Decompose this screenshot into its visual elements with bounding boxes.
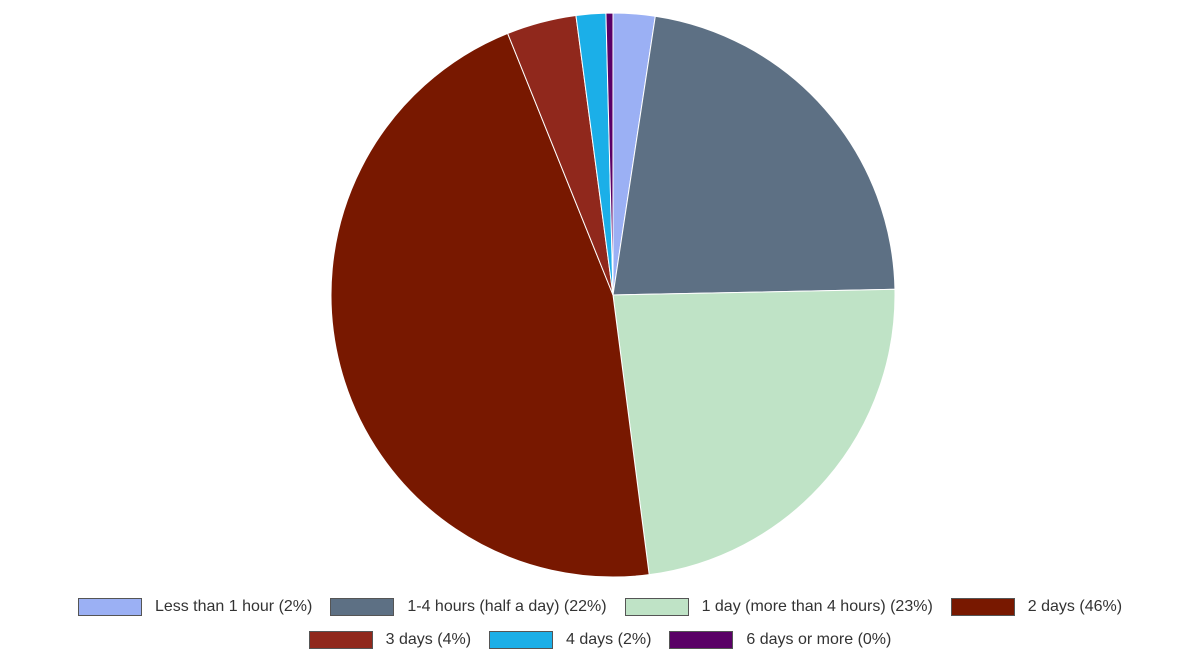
pie-slice bbox=[612, 15, 896, 296]
legend-item-6-days-or-more: 6 days or more (0%) bbox=[669, 631, 891, 649]
legend-row-2: 3 days (4%) 4 days (2%) 6 days or more (… bbox=[0, 629, 1200, 651]
legend-swatch bbox=[330, 598, 395, 616]
legend-label: 1 day (more than 4 hours) (23%) bbox=[701, 598, 933, 615]
legend-swatch bbox=[950, 598, 1015, 616]
legend-swatch bbox=[669, 631, 734, 649]
legend-item-less-than-1-hour: Less than 1 hour (2%) bbox=[77, 598, 313, 616]
pie-chart bbox=[330, 12, 896, 578]
pie-slice bbox=[330, 32, 650, 578]
legend-label: Less than 1 hour (2%) bbox=[154, 598, 313, 615]
legend-label: 4 days (2%) bbox=[566, 631, 652, 648]
legend-item-1-day: 1 day (more than 4 hours) (23%) bbox=[624, 598, 933, 616]
legend-item-2-days: 2 days (46%) bbox=[950, 598, 1123, 616]
legend-label: 6 days or more (0%) bbox=[746, 631, 892, 648]
legend-row-1: Less than 1 hour (2%) 1-4 hours (half a … bbox=[0, 596, 1200, 618]
legend-item-1-4-hours: 1-4 hours (half a day) (22%) bbox=[330, 598, 607, 616]
legend-swatch bbox=[77, 598, 142, 616]
legend-label: 1-4 hours (half a day) (22%) bbox=[407, 598, 607, 615]
legend-label: 2 days (46%) bbox=[1027, 598, 1123, 615]
legend-item-3-days: 3 days (4%) bbox=[308, 631, 472, 649]
pie-slice bbox=[612, 288, 896, 576]
pie-slice bbox=[605, 12, 614, 296]
legend-swatch bbox=[489, 631, 554, 649]
legend-label: 3 days (4%) bbox=[385, 631, 472, 648]
legend-swatch bbox=[624, 598, 689, 616]
legend-item-4-days: 4 days (2%) bbox=[489, 631, 651, 649]
legend-swatch bbox=[308, 631, 373, 649]
